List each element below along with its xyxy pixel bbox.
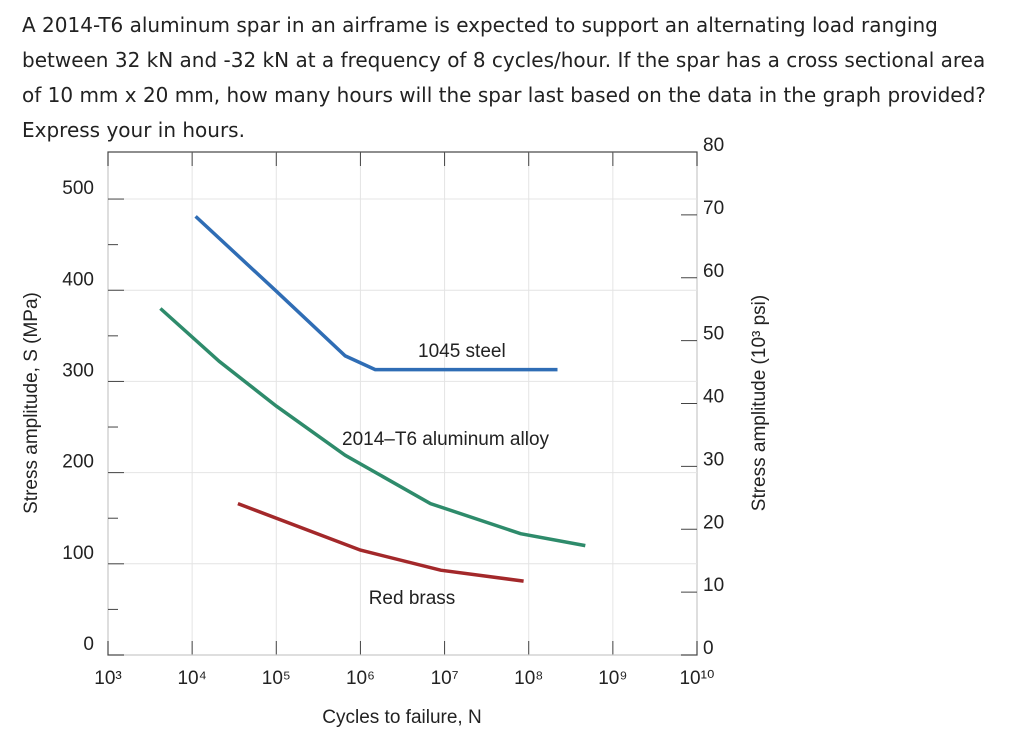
x-tick-label: 10⁸: [514, 668, 543, 689]
y2-tick-label: 60: [703, 261, 724, 282]
x-tick-label: 10⁶: [346, 668, 375, 689]
question-line: between 32 kN and -32 kN at a frequency …: [22, 48, 986, 72]
y-axis-label: Stress amplitude, S (MPa): [21, 292, 42, 514]
y-tick-label: 400: [62, 269, 94, 290]
x-tick-label: 10⁴: [177, 668, 206, 689]
y2-tick-label: 40: [703, 387, 724, 408]
x-tick-label: 10⁵: [262, 668, 291, 689]
y-tick-label: 300: [62, 360, 94, 381]
y2-tick-label: 70: [703, 198, 724, 219]
y-tick-label: 500: [62, 178, 94, 199]
y-tick-label: 200: [62, 452, 94, 473]
question-line: of 10 mm x 20 mm, how many hours will th…: [22, 83, 986, 107]
y2-axis-label: Stress amplitude (10³ psi): [749, 295, 770, 511]
y-tick-label: 0: [83, 634, 94, 655]
question-line: A 2014-T6 aluminum spar in an airframe i…: [22, 13, 938, 37]
y-tick-label: 100: [62, 543, 94, 564]
y2-tick-label: 80: [703, 135, 724, 156]
y2-tick-label: 50: [703, 324, 724, 345]
x-tick-label: 10³: [94, 668, 121, 689]
y2-tick-label: 0: [703, 638, 714, 659]
series-line: [194, 215, 558, 372]
x-tick-label: 10¹⁰: [679, 668, 714, 689]
series-label: Red brass: [369, 588, 456, 609]
x-tick-label: 10⁷: [431, 668, 459, 689]
x-tick-label: 10⁹: [598, 668, 627, 689]
question: A 2014-T6 aluminum spar in an airframe i…: [22, 8, 1012, 148]
y2-tick-label: 30: [703, 449, 724, 470]
series-label: 2014–T6 aluminum alloy: [342, 429, 550, 450]
x-axis-label: Cycles to failure, N: [322, 707, 481, 728]
series-line: [159, 307, 586, 548]
y2-tick-label: 20: [703, 512, 724, 533]
plot-frame: [107, 151, 698, 656]
y2-tick-label: 10: [703, 575, 724, 596]
series-label: 1045 steel: [418, 341, 506, 362]
question-line: Express your in hours.: [22, 118, 245, 142]
series-line: [237, 501, 524, 583]
